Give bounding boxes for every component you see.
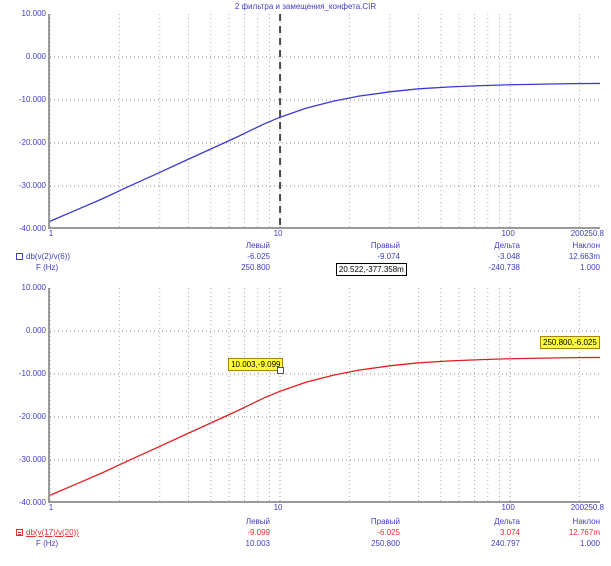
table-row: db(v(2)/v(6)) -6.025 -9.074 -3.048 12.66… bbox=[0, 251, 611, 262]
plot-area-bottom[interactable]: 10.003,-9.099 20.522,-377.358m 250.800,-6.… bbox=[48, 262, 600, 503]
x-axis-tick-label: 200 bbox=[570, 503, 585, 512]
value-left: 10.003 bbox=[245, 539, 270, 548]
y-axis-labels-top: 10.000 0.000 -10.000 -20.000 -30.000 -40.000 bbox=[0, 10, 46, 233]
page-title: 2 фильтра и замещения_конфета.CIR bbox=[234, 2, 377, 11]
data-point-tooltip[interactable]: 250.800,-6.025 bbox=[540, 335, 600, 349]
x-axis-labels-bottom: 1 10 100 200 250.8 bbox=[48, 503, 604, 516]
y-axis-tick-label: -10.000 bbox=[18, 95, 46, 104]
y-axis-tick-label: -40.000 bbox=[18, 498, 46, 507]
x-axis-unit-top: F (Hz) bbox=[36, 263, 59, 272]
window-title-bar: 2 фильтра и замещения_конфета.CIR bbox=[0, 2, 611, 13]
value-slope: 1.000 bbox=[579, 539, 600, 548]
col-header-right: Правый bbox=[370, 517, 400, 526]
col-header-delta: Дельта bbox=[494, 241, 520, 250]
value-left: -6.025 bbox=[247, 252, 270, 261]
table-row: db(v(17)/v(20)) -9.099 -6.025 3.074 12.7… bbox=[0, 527, 611, 538]
value-delta: 240.797 bbox=[491, 539, 520, 548]
value-left: 250.800 bbox=[241, 263, 270, 272]
x-axis-tick-label: 100 bbox=[501, 503, 515, 512]
x-axis-tick-label: 250.8 bbox=[583, 503, 605, 512]
x-axis-tick-label: 1 bbox=[48, 503, 54, 512]
x-axis-tick-label: 200 bbox=[570, 229, 585, 238]
y-axis-tick-label: -40.000 bbox=[18, 224, 46, 233]
trace-enable-checkbox-bottom[interactable] bbox=[16, 529, 23, 536]
value-slope: 12.663m bbox=[568, 252, 600, 261]
data-point-tooltip[interactable]: 10.003,-9.099 bbox=[228, 358, 284, 372]
y-axis-tick-label: 0.000 bbox=[25, 52, 46, 61]
x-axis-labels-top: 1 10 100 200 250.8 bbox=[48, 229, 604, 242]
y-axis-labels-bottom: 10.000 0.000 -10.000 -20.000 -30.000 -40.000 bbox=[0, 284, 46, 507]
y-axis-tick-label: 0.000 bbox=[25, 326, 46, 335]
value-delta: -240.738 bbox=[488, 263, 520, 272]
x-axis-tick-label: 10 bbox=[273, 503, 283, 512]
x-axis-tick-label: 100 bbox=[501, 229, 515, 238]
chart-panel-bottom[interactable]: 10.000 0.000 -10.000 -20.000 -30.000 -40.000 … bbox=[0, 262, 611, 516]
cursor-handle[interactable] bbox=[277, 367, 285, 375]
chart-panel-top[interactable]: 10.000 0.000 -10.000 -20.000 -30.000 -40.000 … bbox=[0, 10, 611, 242]
readout-table-bottom: Левый Правый Дельта Наклон db(v(17)/v(20… bbox=[0, 516, 611, 552]
table-row: F (Hz) 250.800 10.062 -240.738 1.000 bbox=[0, 262, 611, 273]
y-axis-tick-label: -20.000 bbox=[18, 412, 46, 421]
value-slope: 1.000 bbox=[579, 263, 600, 272]
col-header-slope: Наклон bbox=[572, 241, 600, 250]
x-axis-tick-label: 250.8 bbox=[583, 229, 605, 238]
value-delta: -3.048 bbox=[497, 252, 520, 261]
trace-enable-checkbox-top[interactable] bbox=[16, 253, 23, 260]
col-header-left: Левый bbox=[245, 241, 270, 250]
y-axis-tick-label: 10.000 bbox=[21, 283, 46, 292]
value-right: 250.800 bbox=[371, 539, 400, 548]
y-axis-tick-label: -30.000 bbox=[18, 455, 46, 464]
table-header-row-bottom: Левый Правый Дельта Наклон bbox=[0, 516, 611, 527]
y-axis-tick-label: -10.000 bbox=[18, 369, 46, 378]
col-header-slope: Наклон bbox=[572, 517, 600, 526]
col-header-left: Левый bbox=[245, 517, 270, 526]
trace-expression-top[interactable]: db(v(2)/v(6)) bbox=[26, 252, 71, 261]
x-axis-tick-label: 1 bbox=[48, 229, 54, 238]
value-right: -9.074 bbox=[377, 252, 400, 261]
table-row: F (Hz) 10.003 250.800 240.797 1.000 bbox=[0, 538, 611, 549]
trace-expression-bottom[interactable]: db(v(17)/v(20)) bbox=[26, 528, 79, 537]
value-right: -6.025 bbox=[377, 528, 400, 537]
value-left: -9.099 bbox=[247, 528, 270, 537]
data-point-tooltip[interactable]: 20.522,-377.358m bbox=[335, 262, 407, 276]
readout-table-top: Левый Правый Дельта Наклон db(v(2)/v(6))… bbox=[0, 240, 611, 276]
y-axis-tick-label: -30.000 bbox=[18, 181, 46, 190]
table-header-row-top: Левый Правый Дельта Наклон bbox=[0, 240, 611, 251]
col-header-right: Правый bbox=[370, 241, 400, 250]
y-axis-tick-label: -20.000 bbox=[18, 138, 46, 147]
x-axis-tick-label: 10 bbox=[273, 229, 283, 238]
col-header-delta: Дельта bbox=[494, 517, 520, 526]
x-axis-unit-bottom: F (Hz) bbox=[36, 539, 59, 548]
value-slope: 12.767m bbox=[568, 528, 600, 537]
value-delta: 3.074 bbox=[499, 528, 520, 537]
y-axis-tick-label: 10.000 bbox=[21, 9, 46, 18]
plot-area-top[interactable] bbox=[48, 14, 600, 229]
